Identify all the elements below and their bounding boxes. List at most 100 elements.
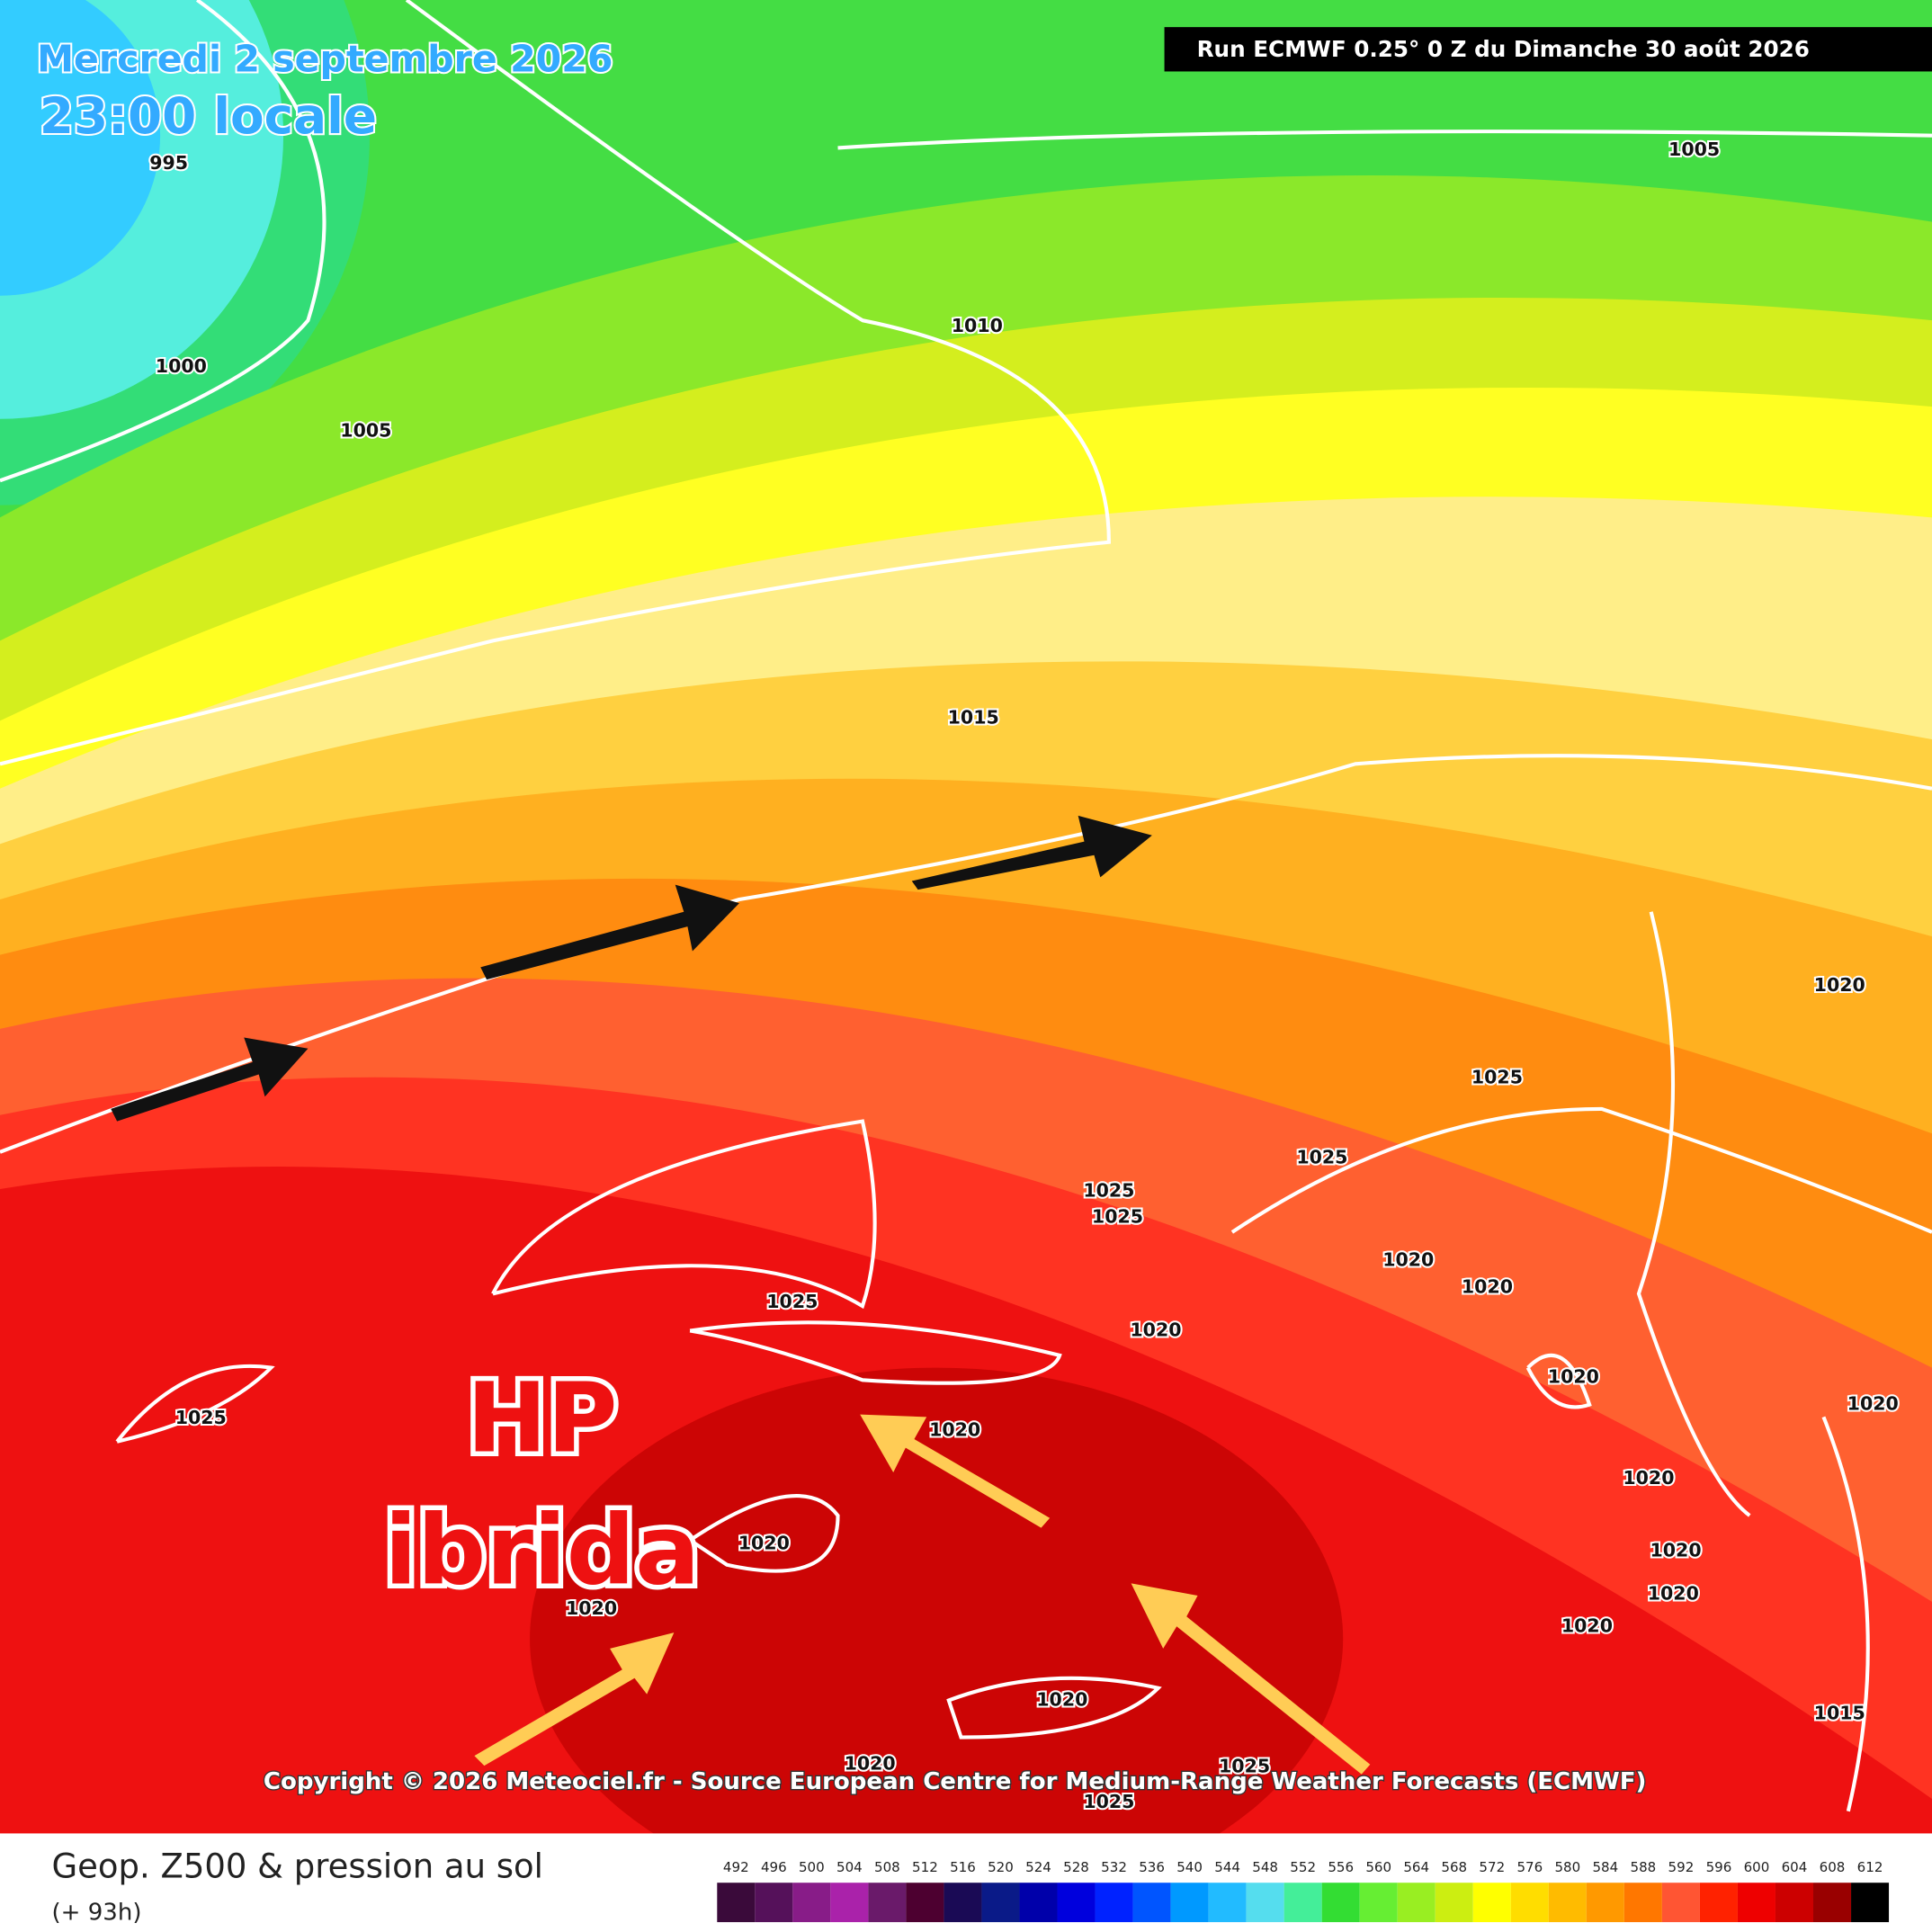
scale-label: 520 bbox=[988, 1859, 1014, 1875]
scale-swatch bbox=[1510, 1883, 1549, 1923]
scale-swatch bbox=[1472, 1883, 1511, 1923]
scale-swatch bbox=[792, 1883, 831, 1923]
isobar-label: 1025 bbox=[1219, 1755, 1270, 1776]
scale-label: 592 bbox=[1668, 1859, 1695, 1875]
isobar-label: 1020 bbox=[1814, 974, 1865, 996]
isobar-label: 1025 bbox=[1296, 1147, 1347, 1168]
scale-label: 492 bbox=[723, 1859, 749, 1875]
scale-swatch bbox=[1057, 1883, 1096, 1923]
isobar-label: 1020 bbox=[1548, 1366, 1599, 1388]
isobar-label: 1005 bbox=[1668, 139, 1720, 160]
scale-swatch bbox=[1132, 1883, 1171, 1923]
scale-label: 528 bbox=[1063, 1859, 1089, 1875]
scale-swatch bbox=[981, 1883, 1020, 1923]
isobar-label: 1015 bbox=[1814, 1703, 1865, 1724]
scale-label: 600 bbox=[1744, 1859, 1770, 1875]
scale-label: 500 bbox=[799, 1859, 825, 1875]
isobar-label: 1020 bbox=[1036, 1688, 1087, 1710]
isobar-label: 1020 bbox=[1382, 1248, 1434, 1270]
scale-swatch bbox=[1586, 1883, 1624, 1923]
scale-label: 536 bbox=[1139, 1859, 1165, 1875]
isobar-label: 1020 bbox=[1130, 1319, 1181, 1340]
scale-swatch bbox=[1170, 1883, 1209, 1923]
scale-swatch bbox=[1359, 1883, 1398, 1923]
scale-label: 560 bbox=[1365, 1859, 1391, 1875]
isobar-label: 1025 bbox=[1092, 1205, 1143, 1227]
scale-label: 512 bbox=[912, 1859, 938, 1875]
scale-swatch bbox=[944, 1883, 982, 1923]
isobar-label: 1025 bbox=[1083, 1791, 1134, 1812]
scale-swatch bbox=[830, 1883, 869, 1923]
scale-label: 596 bbox=[1706, 1859, 1732, 1875]
scale-swatch bbox=[1095, 1883, 1133, 1923]
isobar-label: 1010 bbox=[952, 315, 1003, 336]
scale-swatch bbox=[868, 1883, 907, 1923]
isobars bbox=[0, 0, 1932, 1812]
scale-label: 524 bbox=[1025, 1859, 1051, 1875]
scale-swatch bbox=[1397, 1883, 1436, 1923]
scale-swatch bbox=[1775, 1883, 1814, 1923]
isobar-label: 1025 bbox=[1471, 1067, 1523, 1088]
isobar-label: 1015 bbox=[948, 707, 999, 729]
scale-swatch bbox=[755, 1883, 793, 1923]
isobar-label: 995 bbox=[149, 152, 188, 174]
scale-label: 588 bbox=[1631, 1859, 1657, 1875]
run-box bbox=[1164, 27, 1932, 72]
isobar-labels: 995 1000 1005 1010 1005 1015 1020 1025 1025 1025 1… bbox=[148, 137, 1901, 1814]
scale-label: 556 bbox=[1328, 1859, 1354, 1875]
scale-swatch bbox=[1813, 1883, 1852, 1923]
scale-label: 532 bbox=[1101, 1859, 1127, 1875]
scale-label: 516 bbox=[950, 1859, 976, 1875]
scale-label: 572 bbox=[1479, 1859, 1505, 1875]
scale-swatch bbox=[1623, 1883, 1662, 1923]
annotation-hp: HP bbox=[467, 1364, 618, 1475]
copyright: Copyright © 2026 Meteociel.fr - Source E… bbox=[264, 1768, 1646, 1795]
scale-label: 504 bbox=[836, 1859, 863, 1875]
scale-label: 548 bbox=[1252, 1859, 1278, 1875]
scale-label: 580 bbox=[1554, 1859, 1580, 1875]
scale-label: 576 bbox=[1516, 1859, 1543, 1875]
scale-label: 612 bbox=[1857, 1859, 1883, 1875]
scale-swatch bbox=[1246, 1883, 1284, 1923]
scale-label: 552 bbox=[1290, 1859, 1316, 1875]
scale-label: 564 bbox=[1403, 1859, 1429, 1875]
scale-swatch bbox=[1548, 1883, 1587, 1923]
isobar-label: 1020 bbox=[1650, 1540, 1701, 1561]
scale-label: 496 bbox=[761, 1859, 787, 1875]
isobar-label: 1020 bbox=[738, 1532, 790, 1553]
scale-label: 584 bbox=[1592, 1859, 1618, 1875]
scale-label: 604 bbox=[1782, 1859, 1808, 1875]
footer-lead: (+ 93h) bbox=[52, 1899, 142, 1926]
scale-swatch bbox=[1019, 1883, 1058, 1923]
isobar-label: 1020 bbox=[1648, 1583, 1699, 1605]
scale-swatch bbox=[1284, 1883, 1322, 1923]
time: 23:00 locale bbox=[40, 87, 377, 145]
arrows bbox=[111, 815, 1371, 1775]
scale-swatch bbox=[1737, 1883, 1775, 1923]
scale-swatch bbox=[1661, 1883, 1700, 1923]
scale-swatch bbox=[1699, 1883, 1738, 1923]
scale-swatch bbox=[906, 1883, 944, 1923]
isobar-label: 1020 bbox=[1462, 1276, 1513, 1298]
scale-label: 568 bbox=[1441, 1859, 1467, 1875]
run-info: Run ECMWF 0.25° 0 Z du Dimanche 30 août … bbox=[1197, 36, 1810, 62]
isobar-label: 1000 bbox=[156, 355, 207, 377]
scale-label: 608 bbox=[1820, 1859, 1846, 1875]
isobar-label: 1020 bbox=[1847, 1393, 1899, 1415]
isobar-label: 1020 bbox=[929, 1418, 980, 1440]
isobar-label: 1020 bbox=[1623, 1467, 1674, 1489]
scale-swatch bbox=[717, 1883, 756, 1923]
isobar-label: 1025 bbox=[766, 1291, 818, 1312]
scale-swatch bbox=[1208, 1883, 1247, 1923]
isobar-label: 1005 bbox=[340, 419, 391, 441]
isobar-label: 1025 bbox=[1083, 1180, 1134, 1202]
isobar-label: 1020 bbox=[845, 1753, 896, 1775]
scale-swatch bbox=[1851, 1883, 1890, 1923]
isobar-label: 1020 bbox=[1561, 1614, 1613, 1636]
scale-label: 508 bbox=[874, 1859, 900, 1875]
scale-label: 540 bbox=[1176, 1859, 1203, 1875]
footer-title: Geop. Z500 & pression au sol bbox=[52, 1847, 543, 1886]
